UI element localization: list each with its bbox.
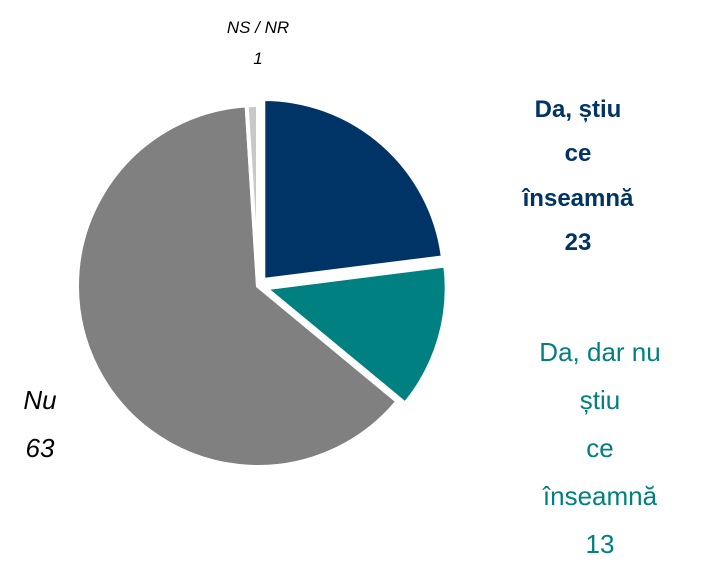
slice-label: Da, știu ce înseamnă 23 — [506, 88, 650, 266]
pie-slice — [263, 263, 449, 406]
category-label: NS / NR — [226, 18, 290, 37]
pie-slice — [261, 96, 445, 282]
value-label: 1 — [253, 49, 263, 69]
value-label: 23 — [564, 229, 592, 257]
value-label: 13 — [585, 529, 615, 560]
category-label: Da, știu ce înseamnă — [522, 96, 634, 212]
value-label: 63 — [25, 433, 55, 464]
category-label: Da, dar nu știu ce înseamnă — [539, 337, 661, 512]
pie-slice — [244, 103, 260, 288]
slice-label: Nu 63 — [23, 376, 56, 472]
page: {"chart_data": {"type": "pie", "categori… — [23, 12, 661, 560]
chart — [75, 96, 449, 468]
slice-label: NS / NR 1 — [227, 12, 289, 75]
slice-label: Da, dar nu știu ce înseamnă 13 — [539, 328, 661, 568]
pie-slice — [75, 103, 400, 468]
category-label: Nu — [23, 385, 57, 415]
